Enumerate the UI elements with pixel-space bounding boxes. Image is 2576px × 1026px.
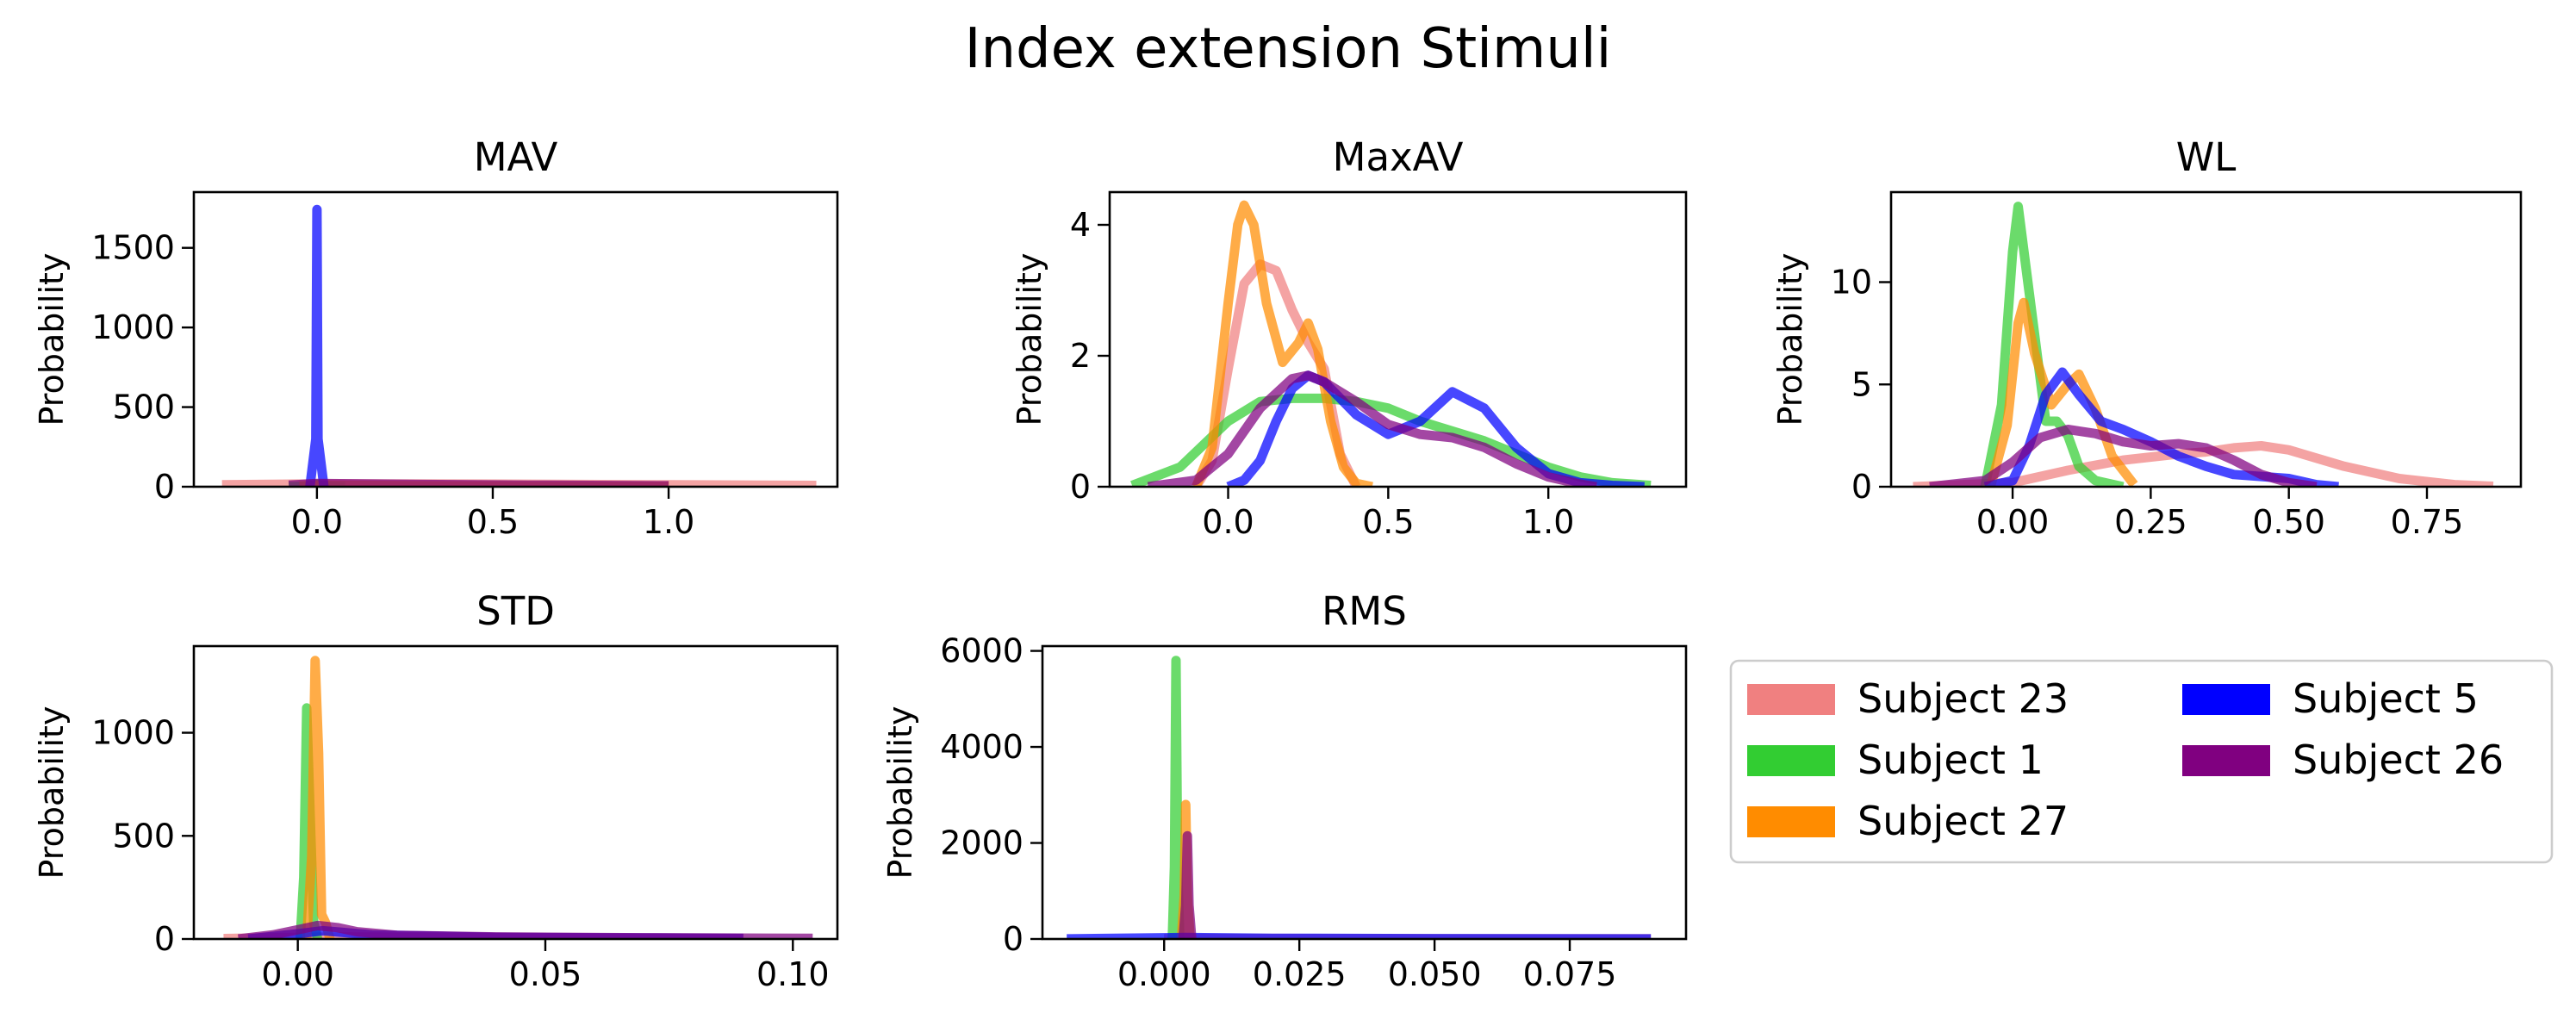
x-tick-label: 0.075 [1523, 955, 1617, 993]
legend-swatch [1747, 684, 1835, 715]
y-tick-label: 0 [154, 468, 175, 506]
plot-frame [1041, 644, 1688, 941]
x-tick-label: 0.00 [261, 955, 334, 993]
series-line-subject-26 [1147, 370, 1597, 487]
subplot-title: RMS [1322, 588, 1407, 634]
y-tick-label: 0 [154, 920, 175, 958]
y-tick-label: 0 [1003, 920, 1024, 958]
legend-label: Subject 26 [2293, 737, 2504, 783]
x-tick-label: 0.0 [1202, 503, 1254, 541]
legend-item-subject-26: Subject 26 [2182, 737, 2504, 783]
x-tick-label: 0.025 [1253, 955, 1347, 993]
y-tick-label: 2000 [940, 824, 1024, 862]
subplot-title: STD [476, 588, 555, 634]
series-line-subject-5 [305, 204, 329, 487]
y-tick-label: 10 [1831, 264, 1872, 302]
series-group [1913, 202, 2494, 487]
series-line-subject-1 [1980, 202, 2125, 487]
y-tick-label: 1500 [91, 229, 175, 267]
x-tick-label: 0.50 [2252, 503, 2325, 541]
x-tick-label: 0.05 [509, 955, 582, 993]
y-axis-label: Probability [1771, 253, 1809, 426]
subplot-title: MaxAV [1333, 134, 1464, 180]
x-tick-label: 0.5 [1362, 503, 1414, 541]
y-axis-label: Probability [881, 706, 919, 880]
legend-item-subject-23: Subject 23 [1747, 675, 2069, 722]
legend: Subject 23 Subject 1 Subject 27 Subject 5 Su… [1729, 659, 2554, 864]
y-tick-label: 0 [1851, 468, 1872, 506]
series-line-subject-27 [302, 656, 335, 939]
legend-item-subject-1: Subject 1 [1747, 737, 2044, 783]
series-line-subject-26 [1929, 425, 2318, 487]
series-line-subject-1 [1130, 393, 1652, 487]
legend-item-subject-5: Subject 5 [2182, 675, 2479, 722]
y-tick-label: 500 [112, 817, 175, 855]
plot-frame [192, 190, 839, 488]
subplot-wl: 0.00 0.25 0.50 0.75 0 5 10 WL Probability [1771, 134, 2523, 541]
series-line-subject-26 [288, 478, 669, 487]
x-tick-label: 0.000 [1117, 955, 1211, 993]
subplot-mav: 0.0 0.5 1.0 0 500 1000 1500 MAV Probability [33, 134, 839, 541]
series-group [1130, 200, 1652, 487]
series-line-subject-1 [1167, 656, 1185, 939]
series-line-subject-26 [1178, 830, 1197, 939]
legend-swatch [1747, 806, 1835, 837]
y-tick-label: 2 [1070, 337, 1091, 375]
plot-frame [1889, 190, 2523, 488]
series-group [223, 656, 813, 939]
subplot-maxav: 0.0 0.5 1.0 0 2 4 MaxAV Probability [1011, 134, 1688, 541]
y-tick-label: 5 [1851, 365, 1872, 403]
y-axis-label: Probability [1011, 253, 1048, 426]
x-tick-label: 0.5 [467, 503, 519, 541]
y-tick-label: 4 [1070, 206, 1091, 244]
y-tick-label: 6000 [940, 632, 1024, 670]
y-tick-label: 500 [112, 389, 175, 426]
legend-label: Subject 27 [1857, 798, 2069, 844]
y-axis-label: Probability [33, 706, 71, 880]
legend-swatch [2182, 745, 2270, 776]
x-tick-label: 1.0 [643, 503, 694, 541]
series-line-subject-27 [1192, 200, 1373, 487]
legend-label: Subject 23 [1857, 675, 2069, 722]
x-tick-label: 0.00 [1976, 503, 2050, 541]
plot-frame [1108, 190, 1688, 488]
legend-label: Subject 5 [2293, 675, 2479, 722]
legend-item-subject-27: Subject 27 [1747, 798, 2069, 844]
x-tick-label: 1.0 [1522, 503, 1574, 541]
legend-box [1729, 659, 2554, 864]
series-line-subject-26 [238, 920, 813, 939]
y-axis-label: Probability [33, 253, 71, 426]
x-tick-label: 0.050 [1388, 955, 1482, 993]
x-tick-label: 0.10 [756, 955, 830, 993]
x-tick-label: 0.25 [2114, 503, 2187, 541]
series-group [1067, 656, 1652, 939]
y-tick-label: 1000 [91, 714, 175, 752]
series-group [221, 204, 817, 487]
subplot-rms: 0.000 0.025 0.050 0.075 0 2000 4000 6000 RMS Prob… [881, 588, 1688, 993]
legend-swatch [2182, 684, 2270, 715]
legend-label: Subject 1 [1857, 737, 2044, 783]
x-tick-label: 0.0 [291, 503, 343, 541]
plot-frame [192, 644, 839, 941]
y-tick-label: 1000 [91, 308, 175, 346]
y-tick-label: 4000 [940, 728, 1024, 766]
subplot-title: MAV [474, 134, 558, 180]
x-tick-label: 0.75 [2391, 503, 2464, 541]
legend-swatch [1747, 745, 1835, 776]
y-tick-label: 0 [1070, 468, 1091, 506]
figure-title: Index extension Stimuli [965, 17, 1612, 81]
subplot-title: WL [2176, 134, 2237, 180]
subplot-std: 0.00 0.05 0.10 0 500 1000 STD Probability [33, 588, 839, 993]
